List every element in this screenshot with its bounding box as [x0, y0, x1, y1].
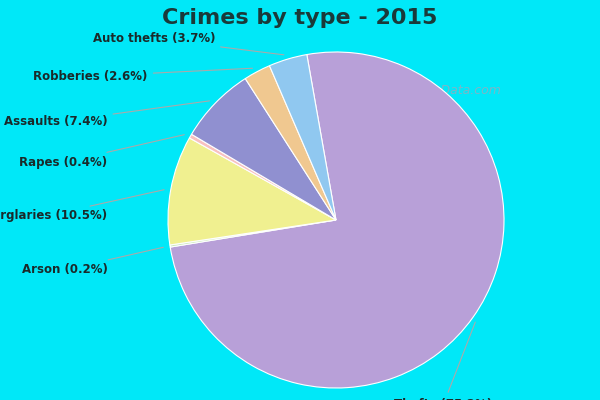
Wedge shape [191, 78, 336, 220]
Wedge shape [168, 138, 336, 245]
Text: Burglaries (10.5%): Burglaries (10.5%) [0, 190, 164, 222]
Text: City-Data.com: City-Data.com [412, 84, 501, 97]
Text: Crimes by type - 2015: Crimes by type - 2015 [163, 8, 437, 28]
Wedge shape [190, 134, 336, 220]
Text: Assaults (7.4%): Assaults (7.4%) [4, 101, 209, 128]
Wedge shape [170, 220, 336, 247]
Text: Robberies (2.6%): Robberies (2.6%) [34, 68, 253, 83]
Wedge shape [170, 52, 504, 388]
Wedge shape [245, 66, 336, 220]
Text: Auto thefts (3.7%): Auto thefts (3.7%) [92, 32, 284, 55]
Text: Arson (0.2%): Arson (0.2%) [22, 247, 163, 276]
Wedge shape [269, 54, 336, 220]
Text: Rapes (0.4%): Rapes (0.4%) [19, 135, 184, 169]
Text: Thefts (75.2%): Thefts (75.2%) [394, 322, 493, 400]
